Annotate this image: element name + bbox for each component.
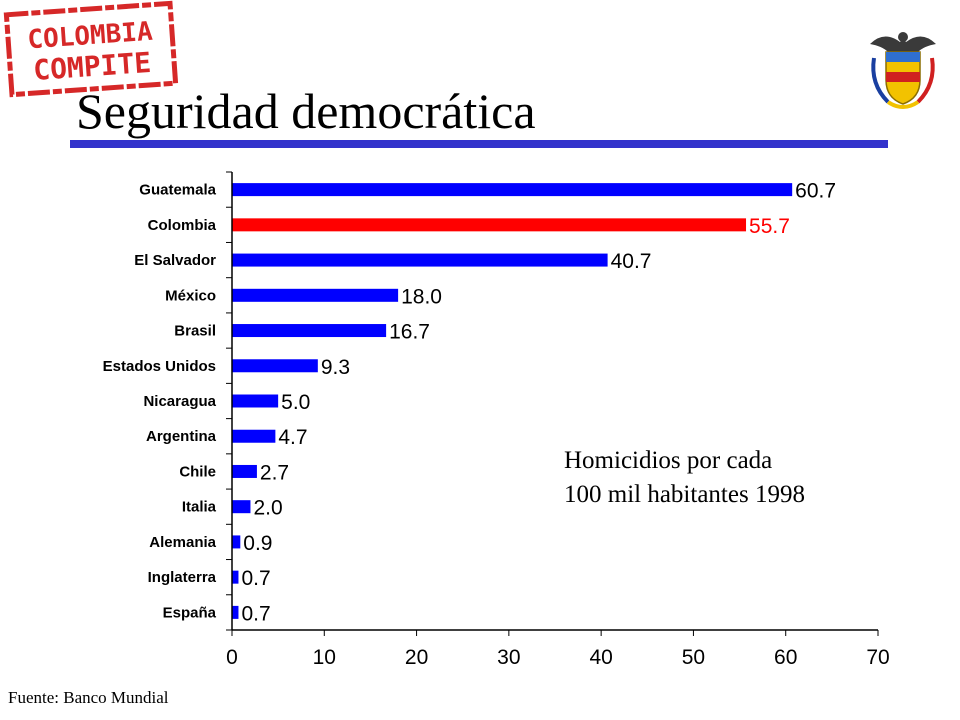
bar-6	[232, 394, 279, 408]
bar-10	[232, 535, 241, 549]
value-label-7: 4.7	[278, 426, 307, 449]
category-label-8: Chile	[179, 463, 216, 480]
category-label-0: Guatemala	[139, 182, 216, 199]
category-label-12: España	[163, 604, 217, 621]
bar-12	[232, 605, 239, 619]
category-label-11: Inglaterra	[148, 569, 217, 586]
colombia-compite-logo: COLOMBIA COMPITE	[3, 0, 179, 98]
x-tick-label-6: 60	[774, 646, 797, 669]
category-label-6: Nicaragua	[143, 393, 216, 410]
slide-title: Seguridad democrática	[76, 83, 536, 139]
chart-annotation: Homicidios por cada 100 mil habitantes 1…	[564, 444, 805, 512]
value-label-9: 2.0	[253, 497, 282, 520]
bar-11	[232, 570, 239, 584]
category-labels-group: Guatemala Colombia El Salvador México Brasil…	[103, 182, 217, 622]
category-label-3: México	[165, 287, 216, 304]
bar-3	[232, 288, 399, 302]
svg-text:COMPITE: COMPITE	[32, 46, 152, 87]
x-tick-label-7: 70	[866, 646, 889, 669]
category-label-2: El Salvador	[134, 252, 216, 269]
value-label-11: 0.7	[241, 567, 270, 590]
axes-group: 0 10 20 30 40 50 60 70	[226, 171, 890, 669]
category-label-4: Brasil	[174, 323, 216, 340]
bar-8	[232, 464, 257, 478]
bar-9	[232, 500, 251, 514]
value-label-12: 0.7	[241, 602, 270, 625]
x-tick-label-4: 40	[589, 646, 612, 669]
bar-0	[232, 183, 793, 197]
annotation-line-2: 100 mil habitantes 1998	[564, 481, 805, 508]
x-tick-label-0: 0	[226, 646, 238, 669]
value-label-6: 5.0	[281, 391, 310, 414]
value-label-10: 0.9	[243, 532, 272, 555]
source-note: Fuente: Banco Mundial	[8, 688, 169, 707]
bar-7	[232, 429, 276, 443]
bar-4	[232, 324, 387, 338]
category-label-10: Alemania	[149, 534, 216, 551]
value-label-3: 18.0	[401, 285, 442, 308]
bars-group	[232, 183, 793, 619]
category-label-5: Estados Unidos	[103, 358, 216, 375]
bar-2	[232, 253, 608, 267]
value-label-0: 60.7	[795, 180, 836, 203]
value-label-4: 16.7	[389, 321, 430, 344]
value-label-1: 55.7	[749, 215, 790, 238]
value-label-5: 9.3	[321, 356, 350, 379]
category-label-7: Argentina	[146, 428, 217, 445]
category-label-9: Italia	[182, 499, 217, 516]
category-label-1: Colombia	[148, 217, 217, 234]
annotation-line-1: Homicidios por cada	[564, 447, 773, 474]
bar-5	[232, 359, 318, 373]
value-label-8: 2.7	[260, 461, 289, 484]
x-tick-label-3: 30	[497, 646, 520, 669]
bar-1	[232, 218, 747, 232]
x-tick-label-5: 50	[682, 646, 705, 669]
value-label-2: 40.7	[611, 250, 652, 273]
x-tick-label-2: 20	[405, 646, 428, 669]
value-labels-group: 60.755.7 40.7 18.0 16.7 9.3 5.0 4.7 2.7 2.0 0.9 0.…	[241, 180, 836, 626]
coat-of-arms-icon	[870, 32, 936, 109]
title-underline	[70, 140, 888, 148]
homicide-bar-chart: Guatemala Colombia El Salvador México Brasil…	[103, 171, 890, 669]
x-tick-label-1: 10	[313, 646, 336, 669]
